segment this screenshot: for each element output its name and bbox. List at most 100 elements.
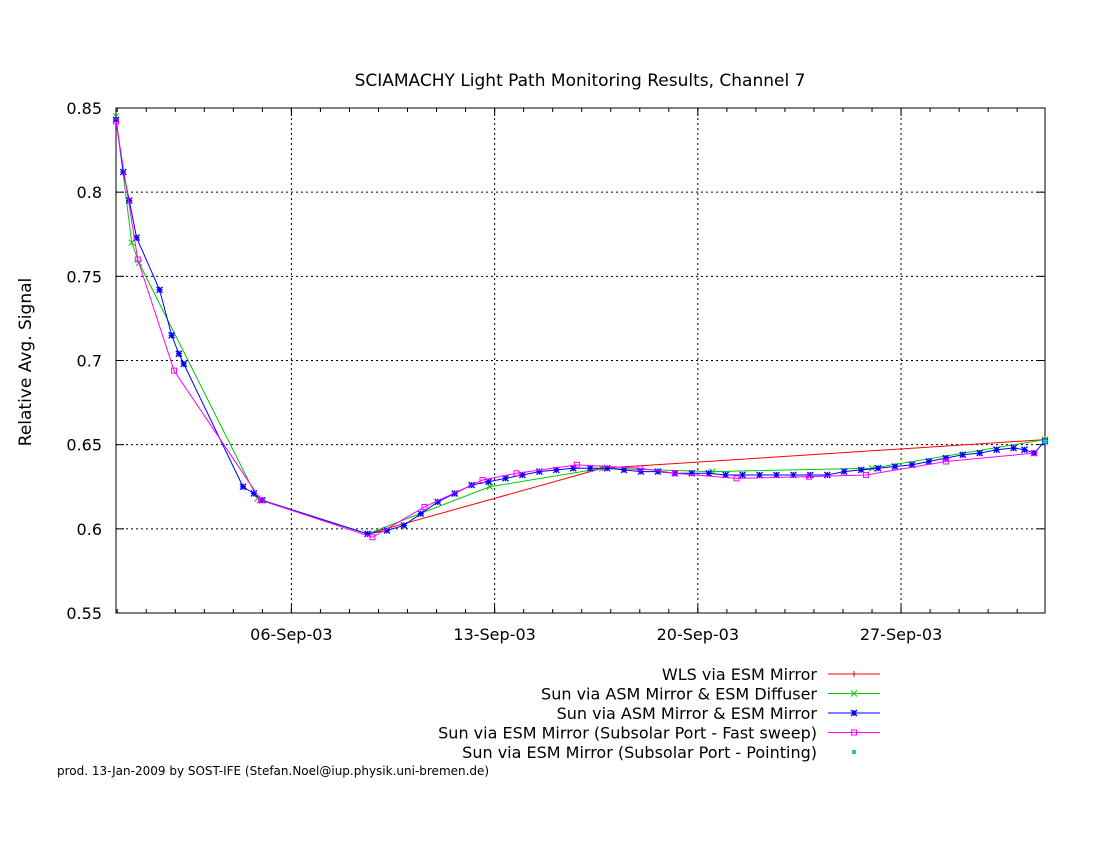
data-point [434, 498, 442, 506]
legend-item: Sun via ESM Mirror (Subsolar Port - Poin… [462, 743, 856, 762]
data-point [840, 468, 848, 476]
data-point [862, 471, 869, 478]
data-point [722, 471, 730, 479]
x-tick-label: 27-Sep-03 [860, 625, 942, 644]
data-point [383, 527, 391, 534]
data-point [518, 471, 526, 479]
data-point [806, 471, 814, 479]
data-point [133, 234, 141, 242]
data-point [789, 471, 797, 479]
legend-label: Sun via ESM Mirror (Subsolar Port - Poin… [462, 743, 817, 762]
data-point [1031, 450, 1038, 457]
data-point [451, 490, 459, 497]
legend-marker [851, 729, 857, 736]
chart-title: SCIAMACHY Light Path Monitoring Results,… [355, 71, 806, 91]
data-point [513, 470, 520, 477]
data-point [168, 331, 176, 339]
data-point [535, 468, 543, 476]
y-tick-label: 0.6 [77, 520, 102, 539]
legend-marker [850, 709, 858, 717]
footer-credit: prod. 13-Jan-2009 by SOST-IFE (Stefan.No… [57, 764, 490, 778]
series-sun-via-esm-mirror-subsolar-port-pointing [1043, 439, 1047, 444]
legend-marker [852, 750, 856, 754]
series-sun-via-esm-mirror-subsolar-port-fast-sweep [113, 118, 1038, 541]
data-point [113, 118, 119, 125]
data-point [908, 461, 916, 469]
y-tick-label: 0.55 [66, 604, 102, 623]
data-point [1043, 439, 1047, 444]
data-point [773, 471, 780, 479]
data-point [421, 503, 428, 510]
plot-frame [115, 107, 1046, 614]
data-point [925, 458, 933, 465]
legend-marker [850, 690, 858, 697]
data-point [603, 464, 611, 472]
legend-label: Sun via ESM Mirror (Subsolar Port - Fast… [438, 724, 817, 743]
legend-item: Sun via ASM Mirror & ESM Mirror [557, 704, 880, 723]
data-point [569, 464, 577, 472]
data-point [739, 471, 747, 479]
data-point [125, 197, 133, 205]
data-point [364, 530, 372, 538]
data-point [250, 490, 258, 497]
data-point [1020, 446, 1028, 454]
data-point [112, 116, 120, 124]
y-tick-label: 0.8 [77, 183, 102, 202]
data-point [620, 466, 628, 474]
data-point [637, 468, 645, 476]
data-point [479, 477, 486, 484]
legend-label: WLS via ESM Mirror [662, 665, 818, 684]
data-point [369, 534, 376, 541]
series-line [115, 116, 1046, 535]
series-line [115, 121, 1035, 538]
x-tick-label: 13-Sep-03 [453, 625, 535, 644]
data-point [239, 483, 247, 491]
y-tick-label: 0.65 [66, 436, 102, 455]
data-point [705, 469, 713, 477]
data-point [486, 483, 494, 491]
data-point [874, 464, 882, 472]
grid-lines [116, 108, 1045, 613]
data-point [823, 471, 831, 479]
axes: 0.55 0.6 0.65 0.7 0.75 0.8 0.85 06-Sep-03 13-Sep… [66, 99, 1046, 644]
data-point [502, 474, 509, 482]
data-point [573, 461, 580, 468]
x-tick-label: 06-Sep-03 [250, 625, 332, 644]
series-sun-via-asm-mirror-esm-diffuser [112, 113, 1049, 538]
data-point [258, 497, 265, 504]
y-tick-label: 0.7 [77, 352, 102, 371]
data-point [417, 510, 425, 518]
legend-marker [851, 671, 857, 677]
data-point [868, 464, 876, 472]
data-point [180, 360, 188, 368]
data-point [586, 464, 594, 472]
legend-item: WLS via ESM Mirror [662, 665, 880, 684]
data-point [671, 470, 678, 477]
data-point [485, 478, 493, 486]
data-point [942, 454, 950, 462]
data-point [400, 522, 408, 529]
data-point [806, 473, 813, 480]
data-point [756, 471, 763, 479]
y-tick-label: 0.85 [66, 99, 102, 118]
legend-item: Sun via ASM Mirror & ESM Diffuser [541, 685, 880, 704]
data-point [636, 465, 643, 472]
data-point [976, 449, 984, 457]
legend-item: Sun via ESM Mirror (Subsolar Port - Fast… [438, 724, 880, 743]
data-point [134, 256, 141, 263]
y-tick-label: 0.75 [66, 267, 102, 286]
x-tick-label: 20-Sep-03 [657, 625, 739, 644]
y-axis-label: Relative Avg. Signal [16, 278, 36, 446]
data-point [654, 468, 662, 476]
data-point [993, 446, 1001, 454]
data-point [688, 469, 696, 477]
data-point [733, 475, 740, 482]
data-point [959, 451, 967, 459]
legend-label: Sun via ASM Mirror & ESM Mirror [557, 704, 818, 723]
data-point [171, 367, 178, 374]
data-point [119, 168, 127, 176]
data-point [1010, 444, 1018, 452]
